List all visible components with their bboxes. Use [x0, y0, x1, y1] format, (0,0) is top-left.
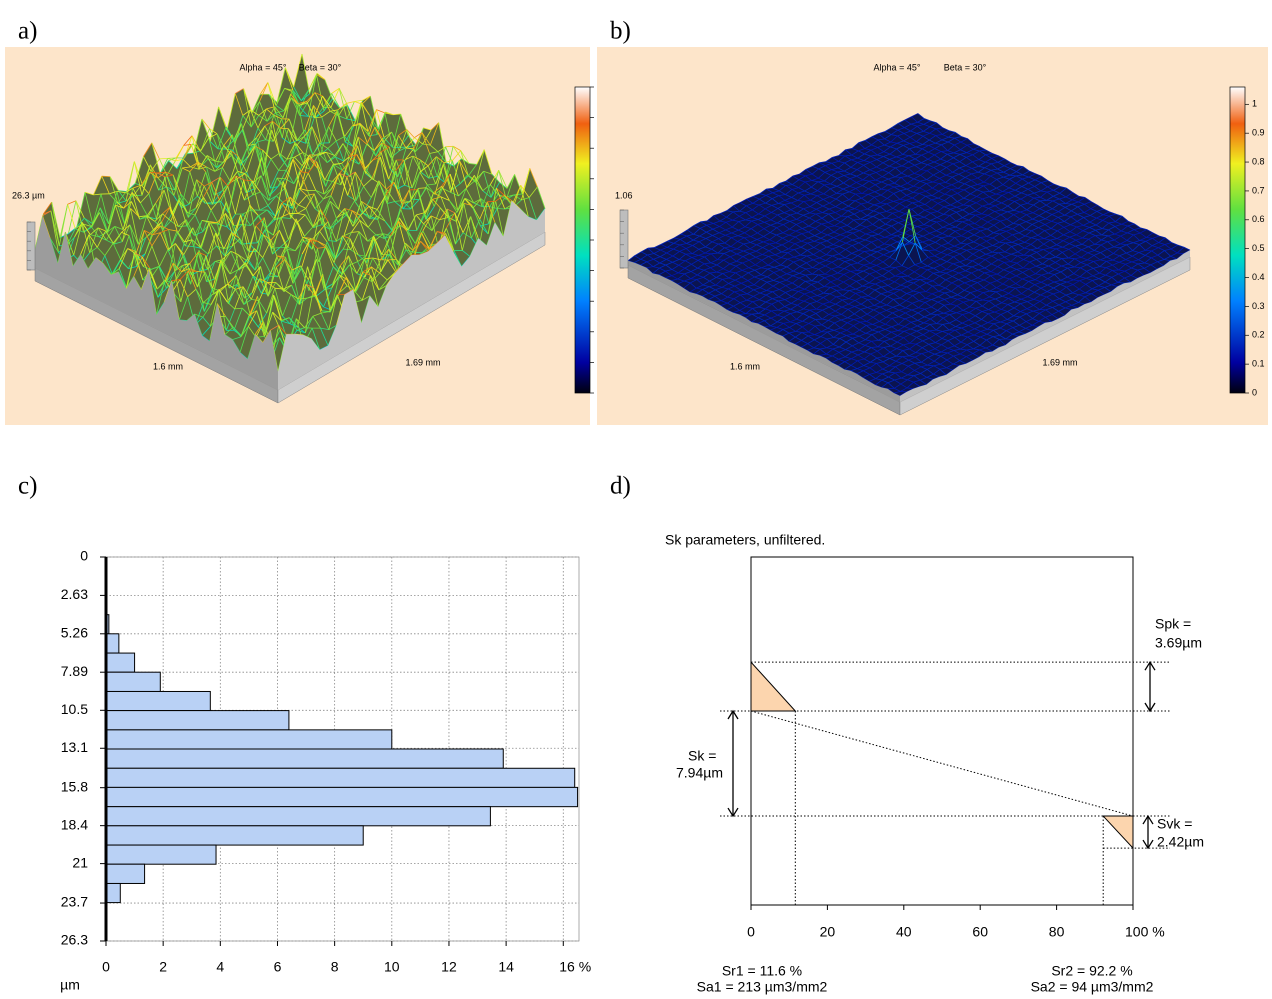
mesh-line: [1047, 200, 1053, 201]
colorbar: [1230, 87, 1245, 393]
mesh-line: [1040, 200, 1047, 201]
mesh-line: [746, 314, 752, 315]
panel-label: a): [18, 18, 37, 45]
colorbar: [575, 87, 590, 393]
y-axis-label: 1.69 mm: [405, 357, 440, 367]
panel-label: d): [610, 473, 631, 500]
view-angle: Alpha = 45°: [240, 62, 287, 72]
x-axis-label: 1.6 mm: [153, 361, 183, 371]
panel-label: c): [18, 473, 37, 500]
panel-label: b): [610, 18, 631, 45]
mesh-line: [802, 332, 809, 333]
mesh-line: [857, 271, 863, 272]
mesh-line: [992, 252, 998, 253]
mesh-line: [497, 209, 505, 210]
z-label: 26.3 µm: [12, 190, 45, 200]
view-angle: Beta = 30°: [299, 62, 342, 72]
z-ruler: [27, 222, 35, 270]
mesh-line: [159, 158, 167, 159]
mesh-line: [446, 146, 454, 147]
mesh-line: [805, 281, 812, 282]
mesh-line: [920, 279, 927, 280]
mesh-line: [102, 176, 110, 177]
